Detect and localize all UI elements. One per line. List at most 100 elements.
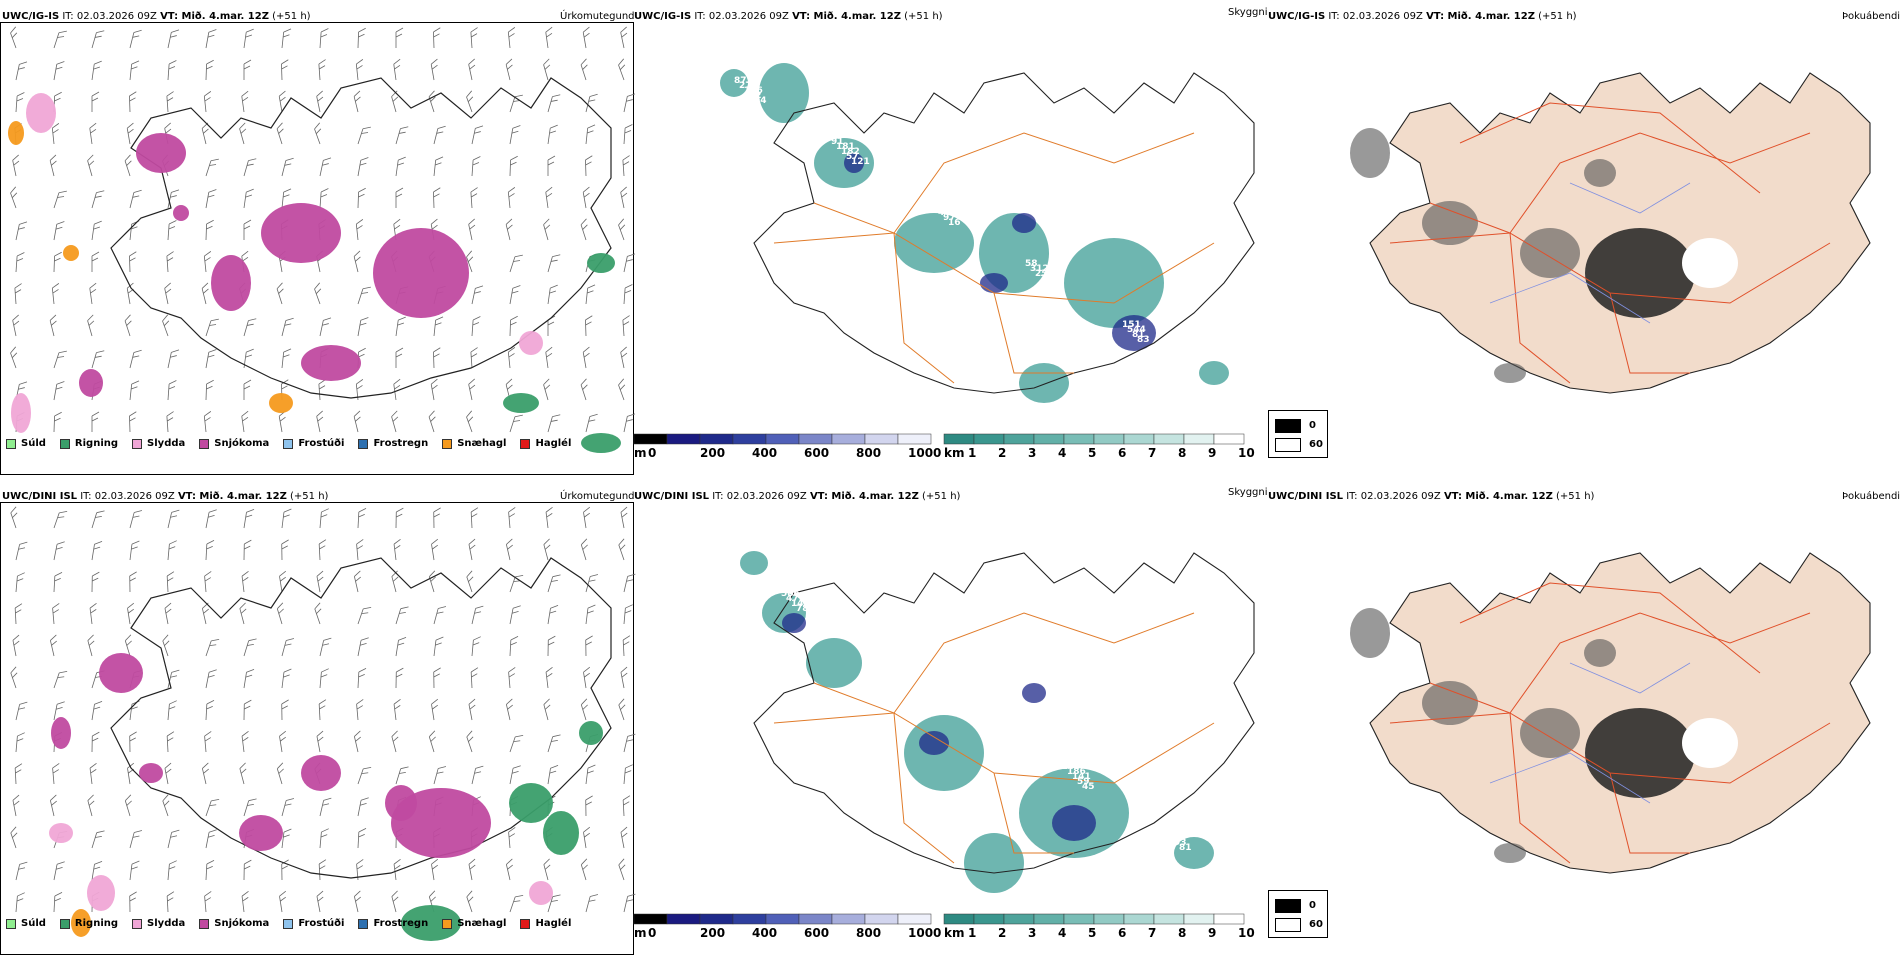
wind-barb <box>471 28 479 48</box>
wind-barb <box>16 572 25 593</box>
legend-swatch <box>132 439 142 449</box>
precip-area <box>11 393 31 433</box>
wind-barb <box>87 635 99 656</box>
visibility-tick: 9 <box>1208 446 1216 460</box>
legend-swatch <box>520 439 530 449</box>
wind-barb <box>244 668 254 689</box>
precip-area <box>579 721 603 745</box>
wind-barb <box>316 891 327 912</box>
wind-barb <box>15 284 23 304</box>
wind-barb <box>353 91 365 112</box>
cloud-base-swatch <box>733 434 766 444</box>
wind-barb <box>320 156 331 177</box>
wind-barb <box>282 797 294 818</box>
wind-barb <box>206 157 219 178</box>
wind-barb <box>583 347 593 368</box>
wind-barb <box>16 892 25 913</box>
fog-legend-label-0: 0 <box>1309 900 1316 911</box>
wind-barb <box>583 667 593 688</box>
cloud-base-swatch <box>799 914 832 924</box>
wind-barb <box>548 604 558 625</box>
wind-barb <box>52 603 61 624</box>
cloud-base-tick: 400 <box>752 446 777 460</box>
wind-barb <box>623 156 631 176</box>
wind-barb <box>9 667 22 688</box>
fog-area <box>1584 159 1616 187</box>
legend-swatch <box>358 439 368 449</box>
wind-barb <box>358 125 371 146</box>
cloud-base-swatch <box>832 914 865 924</box>
visibility-swatch <box>1034 434 1064 444</box>
wind-barb <box>282 348 291 369</box>
wind-barb <box>244 540 251 560</box>
cloud-map: 1029132209778140862381867815867892141594… <box>634 503 1268 923</box>
wind-barb <box>396 636 406 657</box>
wind-barb <box>168 860 177 881</box>
wind-barb <box>244 508 254 529</box>
wind-barb <box>244 220 251 240</box>
wind-barb <box>508 667 517 688</box>
wind-barb <box>548 573 561 594</box>
fog-area <box>1520 708 1580 758</box>
visibility-swatch <box>1064 914 1094 924</box>
fog-title: UWC/IG-IS IT: 02.03.2026 09Z VT: Mið. 4.… <box>1268 11 1577 22</box>
wind-barb <box>510 733 523 754</box>
wind-barb <box>393 59 403 80</box>
precip-map <box>1 503 633 943</box>
fog-legend-label-0: 0 <box>1309 420 1316 431</box>
wind-barb <box>396 125 408 146</box>
wind-barb <box>206 637 219 658</box>
wind-barb <box>358 668 366 688</box>
legend-label: Snæhagl <box>457 918 506 929</box>
wind-barb <box>508 27 517 48</box>
wind-barb <box>92 349 104 370</box>
legend-item-rigning: Rigning <box>60 918 118 929</box>
legend-item-snaehagl: Snæhagl <box>442 918 506 929</box>
wind-barb <box>54 669 67 690</box>
wind-barb <box>428 411 441 432</box>
cloud-area <box>1199 361 1229 385</box>
legend-item-frostregn: Frostregn <box>358 438 428 449</box>
precip-area <box>301 345 361 381</box>
visibility-tick: 7 <box>1148 926 1156 940</box>
wind-barb <box>617 859 630 880</box>
wind-barb <box>510 93 523 114</box>
visibility-swatch <box>974 434 1004 444</box>
wind-barb <box>313 603 326 624</box>
wind-barb <box>358 508 366 528</box>
cloud-base-unit: m <box>634 446 647 460</box>
precip-area <box>301 755 341 791</box>
precip-map <box>1 23 633 463</box>
wind-barb <box>510 253 523 274</box>
fog-area <box>1350 608 1390 658</box>
legend-label: Súld <box>21 438 46 449</box>
wind-barb <box>282 700 289 720</box>
wind-barb <box>543 699 555 720</box>
visibility-swatch <box>1004 434 1034 444</box>
wind-barb <box>52 123 61 144</box>
visibility-swatch <box>974 914 1004 924</box>
visibility-tick: 8 <box>1178 446 1186 460</box>
wind-barb <box>202 603 213 624</box>
wind-barb <box>130 60 139 81</box>
wind-barb <box>620 347 631 368</box>
wind-barb <box>580 379 593 400</box>
wind-barb <box>468 859 479 880</box>
wind-barb <box>242 571 251 592</box>
legend-label: Snjókoma <box>214 438 269 449</box>
wind-barb <box>92 412 99 432</box>
wind-barb <box>510 764 521 785</box>
wind-barb <box>542 379 554 400</box>
wind-barb <box>472 284 483 305</box>
wind-barb <box>168 509 179 530</box>
legend-item-slydda: Slydda <box>132 438 185 449</box>
wind-barb <box>434 156 443 177</box>
cloud-base-value: 94 <box>754 96 767 106</box>
wind-barb <box>168 380 176 400</box>
wind-barb <box>508 347 517 368</box>
wind-barb <box>244 860 251 880</box>
visibility-tick: 7 <box>1148 446 1156 460</box>
precip-area <box>519 331 543 355</box>
wind-barb <box>49 315 61 336</box>
precip-type-label: Úrkomutegund <box>560 491 635 502</box>
